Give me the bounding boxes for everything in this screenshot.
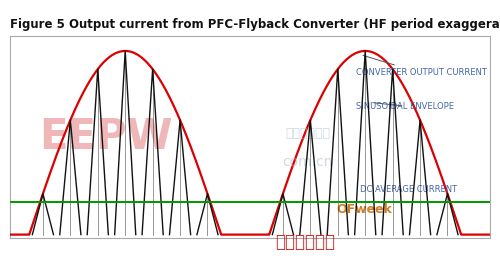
- Text: EEPW: EEPW: [39, 116, 173, 158]
- Text: 电子产品世界: 电子产品世界: [285, 127, 330, 140]
- Text: 半导体照明网: 半导体照明网: [275, 233, 335, 251]
- Text: SINUSOIDAL ENVELOPE: SINUSOIDAL ENVELOPE: [356, 102, 454, 111]
- Text: Figure 5 Output current from PFC-Flyback Converter (HF period exaggerated): Figure 5 Output current from PFC-Flyback…: [10, 18, 500, 31]
- Text: OFweek: OFweek: [336, 204, 392, 217]
- Text: com.cn: com.cn: [282, 155, 333, 169]
- Text: DC AVERAGE CURRENT: DC AVERAGE CURRENT: [360, 185, 458, 194]
- Text: CONVERTER OUTPUT CURRENT: CONVERTER OUTPUT CURRENT: [356, 55, 486, 77]
